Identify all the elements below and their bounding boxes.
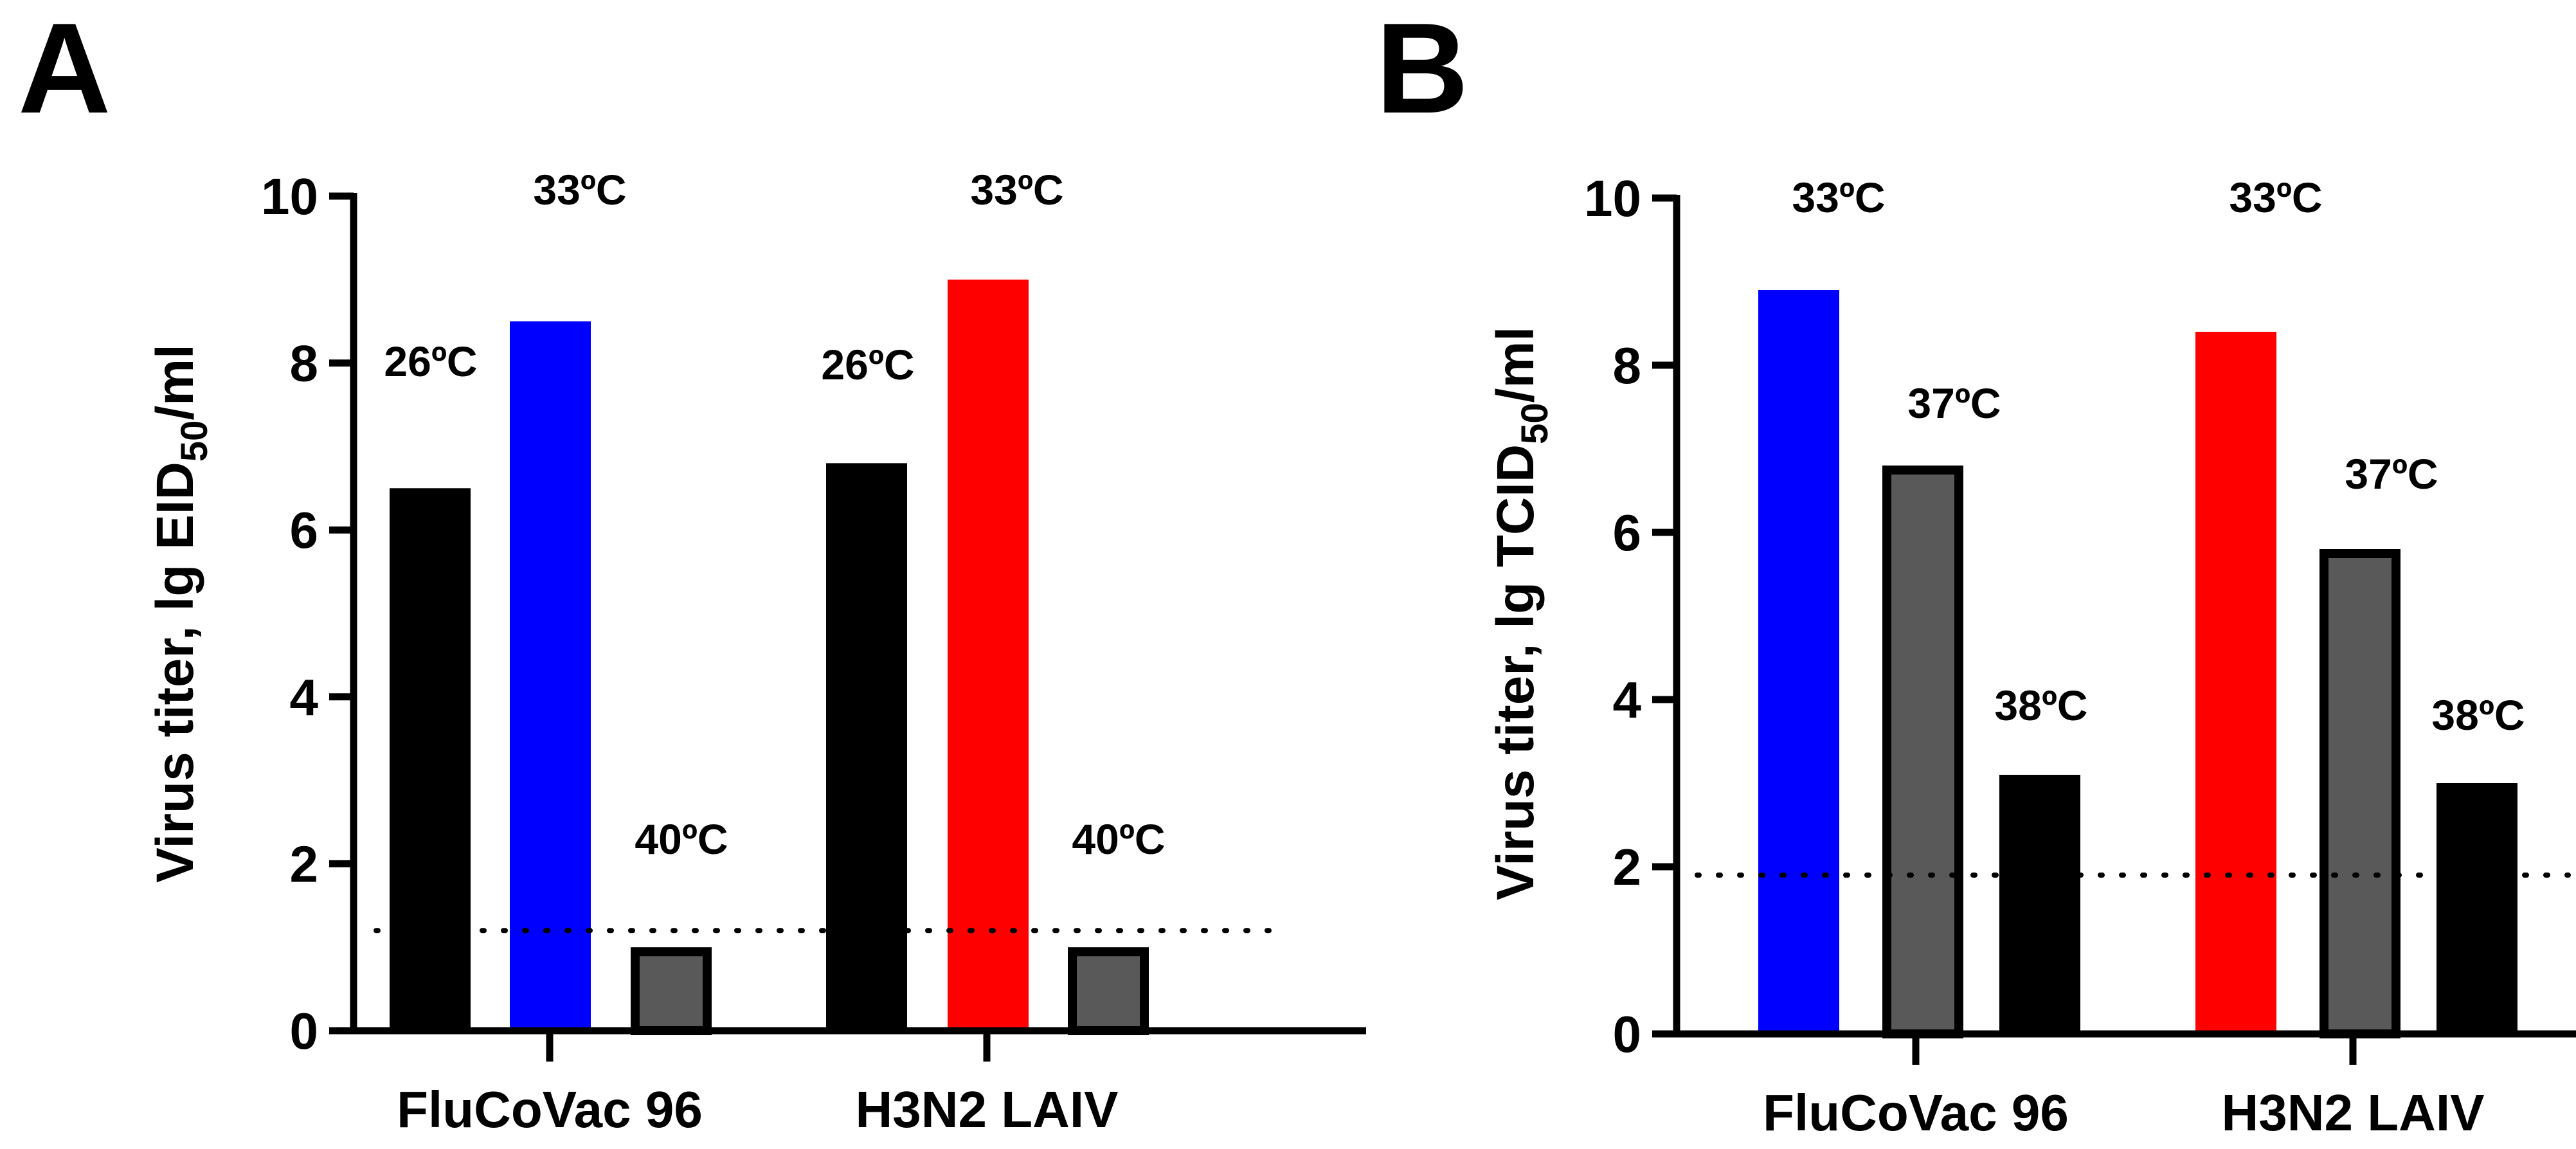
panel-a-y-axis-title-main: Virus titer, lg EID: [146, 462, 204, 883]
panel-a-y-tick-label: 0: [290, 1002, 319, 1060]
panel-b-bar: [2319, 549, 2400, 1038]
panel-a-bar-label: 26ºC: [821, 341, 914, 388]
panel-b-y-tick-label: 2: [1613, 838, 1642, 896]
panel-a-bar-label: 40ºC: [1072, 815, 1165, 863]
panel-b-bar-label: 33ºC: [1792, 174, 1885, 221]
panel-a-y-tick-label: 6: [290, 502, 319, 559]
panel-b-bar: [1758, 290, 1839, 1034]
panel-a-y-tick-label: 8: [290, 335, 319, 392]
panel-b-x-tick-label: FluCoVac 96: [1763, 1084, 2069, 1141]
panel-a-x-tick-label: H3N2 LAIV: [856, 1081, 1119, 1138]
panel-a-y-tick-label: 10: [261, 168, 318, 225]
panel-b-y-tick-label: 8: [1613, 337, 1642, 394]
panel-a-bar-label: 40ºC: [635, 815, 728, 863]
panel-b-y-tick-label: 6: [1613, 504, 1642, 561]
panel-a-letter: A: [18, 0, 111, 140]
panel-b-bar: [1882, 466, 1963, 1038]
panel-b-bar-label: 37ºC: [1907, 379, 2001, 427]
panel-b-bar: [1999, 775, 2080, 1034]
panel-a-y-axis-title: Virus titer, lg EID50/ml: [146, 344, 215, 883]
panel-b-y-axis-title-subscript: 50: [1514, 403, 1556, 444]
panel-b-bar-label: 38ºC: [1994, 682, 2087, 729]
panel-b-y-axis-title: Virus titer, lg TCID50/ml: [1486, 327, 1556, 900]
panel-a-bar: [826, 463, 907, 1031]
panel-b-bar-label: 37ºC: [2345, 450, 2438, 498]
panel-a-bar-label: 26ºC: [384, 338, 477, 385]
panel-a-bar-chart: A 26ºC 33ºC 40ºC 26ºC 33ºC 40ºC 0 2 4 6 8 10 FluCoVa…: [18, 0, 1366, 1138]
panel-b-bar-label: 33ºC: [2229, 174, 2322, 221]
panel-a-x-tick-label: FluCoVac 96: [397, 1081, 703, 1138]
panel-a-y-tick-label: 4: [290, 669, 319, 726]
panel-a-bar: [948, 279, 1029, 1031]
panel-b-y-tick-label: 10: [1584, 170, 1641, 227]
panel-b-bar: [2195, 332, 2276, 1034]
panel-b-letter: B: [1376, 0, 1468, 140]
panel-b-y-axis-title-unit: /ml: [1486, 327, 1545, 403]
panel-a-bar: [631, 947, 712, 1035]
panel-a-bar-label: 33ºC: [970, 166, 1063, 213]
panel-a-y-tick-label: 2: [290, 835, 319, 892]
panel-b-y-tick-label: 4: [1613, 671, 1642, 728]
panel-b-x-tick-label: H3N2 LAIV: [2222, 1084, 2485, 1141]
panel-a-y-axis-title-subscript: 50: [174, 421, 215, 462]
panel-a-bar: [390, 488, 471, 1031]
panel-b-bar: [2436, 783, 2517, 1034]
panel-a-bar-label: 33ºC: [533, 166, 626, 213]
panel-a-y-axis-title-unit: /ml: [146, 344, 204, 420]
panel-a-bar: [510, 321, 591, 1031]
panel-a-bar: [1068, 947, 1149, 1035]
panel-b-y-tick-label: 0: [1613, 1006, 1642, 1063]
panel-b-bar-chart: B 33ºC 37ºC 38ºC 33ºC 37ºC 38ºC 0 2 4 6 8 10 FluCoVa…: [1376, 0, 2576, 1141]
panel-b-bar-label: 38ºC: [2431, 691, 2525, 739]
panel-b-y-axis-title-main: Virus titer, lg TCID: [1486, 444, 1545, 900]
